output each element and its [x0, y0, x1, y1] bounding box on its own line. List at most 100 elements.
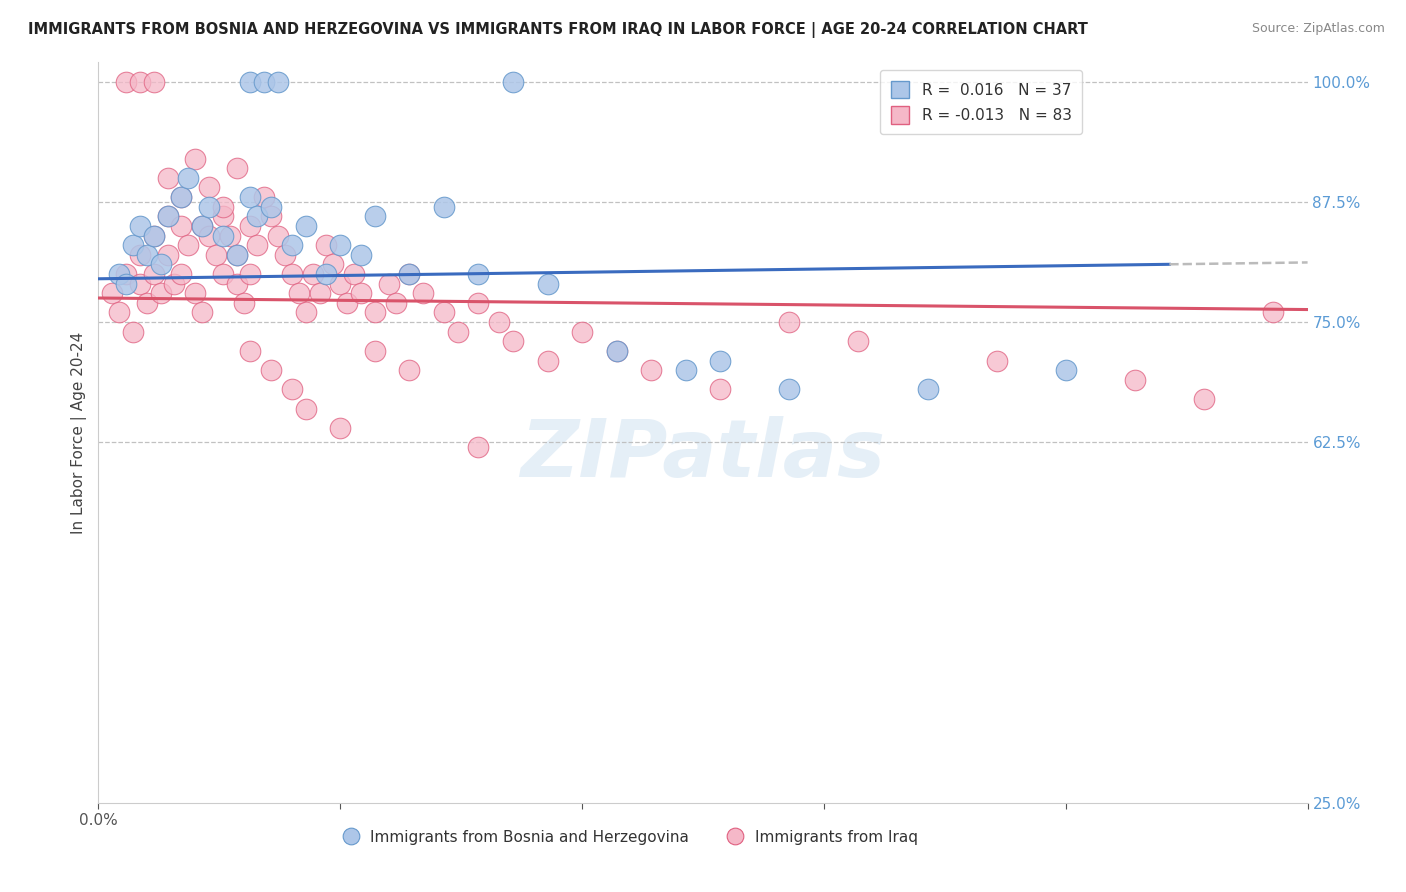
Point — [294, 305, 316, 319]
Point — [128, 219, 150, 233]
Point — [315, 238, 337, 252]
Point — [225, 248, 247, 262]
Point — [211, 228, 233, 243]
Point — [447, 325, 470, 339]
Point — [709, 353, 731, 368]
Point — [536, 353, 558, 368]
Legend: Immigrants from Bosnia and Herzegovina, Immigrants from Iraq: Immigrants from Bosnia and Herzegovina, … — [337, 823, 924, 851]
Point — [986, 353, 1008, 368]
Point — [260, 209, 283, 223]
Point — [239, 267, 262, 281]
Point — [198, 180, 221, 194]
Point — [205, 248, 228, 262]
Point — [308, 286, 330, 301]
Point — [198, 228, 221, 243]
Point — [239, 75, 262, 89]
Point — [135, 295, 157, 310]
Point — [778, 315, 800, 329]
Text: Source: ZipAtlas.com: Source: ZipAtlas.com — [1251, 22, 1385, 36]
Point — [108, 267, 131, 281]
Point — [191, 305, 214, 319]
Point — [128, 248, 150, 262]
Point — [364, 343, 387, 358]
Point — [1261, 305, 1284, 319]
Point — [246, 209, 269, 223]
Point — [329, 277, 352, 291]
Point — [115, 267, 138, 281]
Point — [1123, 373, 1146, 387]
Point — [163, 277, 186, 291]
Point — [239, 219, 262, 233]
Point — [177, 170, 200, 185]
Point — [101, 286, 124, 301]
Point — [433, 200, 456, 214]
Point — [253, 75, 276, 89]
Point — [467, 267, 489, 281]
Point — [301, 267, 323, 281]
Point — [211, 267, 233, 281]
Point — [149, 257, 172, 271]
Point — [675, 363, 697, 377]
Point — [156, 248, 179, 262]
Point — [128, 277, 150, 291]
Point — [128, 75, 150, 89]
Point — [135, 248, 157, 262]
Point — [246, 238, 269, 252]
Point — [156, 209, 179, 223]
Point — [315, 267, 337, 281]
Point — [156, 170, 179, 185]
Point — [225, 248, 247, 262]
Point — [571, 325, 593, 339]
Point — [191, 219, 214, 233]
Point — [329, 421, 352, 435]
Point — [184, 152, 207, 166]
Point — [502, 75, 524, 89]
Point — [170, 190, 193, 204]
Y-axis label: In Labor Force | Age 20-24: In Labor Force | Age 20-24 — [72, 332, 87, 533]
Point — [191, 219, 214, 233]
Point — [281, 267, 304, 281]
Point — [232, 295, 254, 310]
Point — [122, 238, 145, 252]
Point — [184, 286, 207, 301]
Point — [108, 305, 131, 319]
Point — [142, 228, 165, 243]
Point — [225, 161, 247, 176]
Point — [709, 382, 731, 396]
Point — [1192, 392, 1215, 406]
Point — [398, 267, 420, 281]
Point — [1054, 363, 1077, 377]
Point — [260, 200, 283, 214]
Point — [536, 277, 558, 291]
Point — [364, 209, 387, 223]
Point — [253, 190, 276, 204]
Point — [350, 286, 373, 301]
Point — [225, 277, 247, 291]
Point — [142, 267, 165, 281]
Point — [778, 382, 800, 396]
Point — [343, 267, 366, 281]
Point — [364, 305, 387, 319]
Point — [115, 75, 138, 89]
Point — [142, 228, 165, 243]
Point — [281, 382, 304, 396]
Point — [640, 363, 662, 377]
Point — [294, 219, 316, 233]
Point — [115, 277, 138, 291]
Point — [267, 228, 290, 243]
Point — [398, 363, 420, 377]
Point — [377, 277, 399, 291]
Point — [288, 286, 311, 301]
Point — [467, 440, 489, 454]
Point — [198, 200, 221, 214]
Text: ZIPatlas: ZIPatlas — [520, 416, 886, 494]
Point — [218, 228, 240, 243]
Point — [467, 295, 489, 310]
Point — [398, 267, 420, 281]
Point — [281, 238, 304, 252]
Point — [177, 238, 200, 252]
Point — [122, 325, 145, 339]
Point — [211, 209, 233, 223]
Point — [294, 401, 316, 416]
Point — [260, 363, 283, 377]
